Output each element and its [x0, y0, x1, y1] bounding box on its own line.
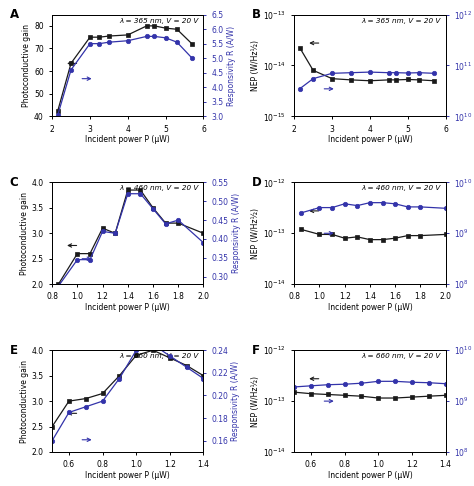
Text: D: D [252, 176, 262, 190]
X-axis label: Incident power P (μW): Incident power P (μW) [85, 303, 170, 312]
Text: λ = 365 nm, V = 20 V: λ = 365 nm, V = 20 V [119, 17, 199, 24]
Text: B: B [252, 8, 261, 21]
Y-axis label: Responsivity R (A/W): Responsivity R (A/W) [232, 193, 241, 273]
Text: λ = 460 nm, V = 20 V: λ = 460 nm, V = 20 V [119, 186, 199, 191]
Y-axis label: Responsivity R (A/W): Responsivity R (A/W) [227, 25, 236, 105]
Text: C: C [10, 176, 18, 190]
Y-axis label: Photoconductive gain: Photoconductive gain [20, 192, 29, 275]
Text: λ = 460 nm, V = 20 V: λ = 460 nm, V = 20 V [362, 186, 441, 191]
Y-axis label: Responsivity R (A/W): Responsivity R (A/W) [231, 361, 240, 441]
X-axis label: Incident power P (μW): Incident power P (μW) [85, 471, 170, 480]
Y-axis label: NEP (W/Hz½): NEP (W/Hz½) [251, 376, 260, 427]
Y-axis label: Photoconductive gain: Photoconductive gain [22, 24, 31, 107]
Y-axis label: NEP (W/Hz½): NEP (W/Hz½) [251, 40, 260, 91]
Y-axis label: Photoconductive gain: Photoconductive gain [20, 360, 29, 443]
X-axis label: Incident power P (μW): Incident power P (μW) [85, 135, 170, 144]
X-axis label: Incident power P (μW): Incident power P (μW) [328, 471, 412, 480]
Text: λ = 660 nm, V = 20 V: λ = 660 nm, V = 20 V [119, 353, 199, 359]
Y-axis label: NEP (W/Hz½): NEP (W/Hz½) [251, 208, 260, 259]
Text: A: A [10, 8, 19, 21]
X-axis label: Incident power P (μW): Incident power P (μW) [328, 303, 412, 312]
Text: E: E [10, 344, 18, 357]
Text: λ = 365 nm, V = 20 V: λ = 365 nm, V = 20 V [362, 17, 441, 24]
X-axis label: Incident power P (μW): Incident power P (μW) [328, 135, 412, 144]
Text: F: F [252, 344, 260, 357]
Text: λ = 660 nm, V = 20 V: λ = 660 nm, V = 20 V [362, 353, 441, 359]
